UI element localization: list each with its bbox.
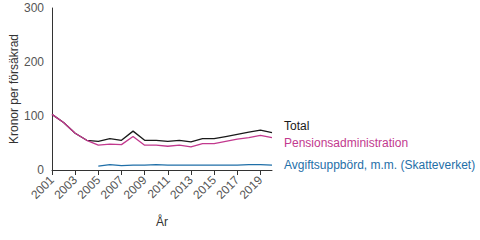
svg-text:2005: 2005 bbox=[75, 173, 104, 202]
svg-text:Avgiftsuppbörd, m.m. (Skatteve: Avgiftsuppbörd, m.m. (Skatteverket) bbox=[284, 158, 475, 172]
svg-text:2011: 2011 bbox=[145, 173, 173, 201]
svg-text:2017: 2017 bbox=[213, 173, 242, 202]
svg-text:Total: Total bbox=[284, 119, 309, 133]
svg-text:200: 200 bbox=[24, 55, 44, 69]
svg-text:0: 0 bbox=[37, 163, 44, 177]
svg-text:2001: 2001 bbox=[28, 173, 57, 202]
svg-text:År: År bbox=[156, 214, 168, 229]
svg-text:100: 100 bbox=[24, 109, 44, 123]
svg-text:2019: 2019 bbox=[237, 173, 266, 202]
svg-text:2003: 2003 bbox=[51, 173, 80, 202]
svg-text:2007: 2007 bbox=[98, 173, 127, 202]
svg-text:2009: 2009 bbox=[121, 173, 150, 202]
svg-text:300: 300 bbox=[24, 1, 44, 15]
svg-text:Pensionsadministration: Pensionsadministration bbox=[284, 136, 408, 150]
svg-text:2015: 2015 bbox=[190, 173, 219, 202]
svg-text:2013: 2013 bbox=[167, 173, 196, 202]
svg-text:Kronor per försäkrad: Kronor per försäkrad bbox=[7, 34, 21, 144]
